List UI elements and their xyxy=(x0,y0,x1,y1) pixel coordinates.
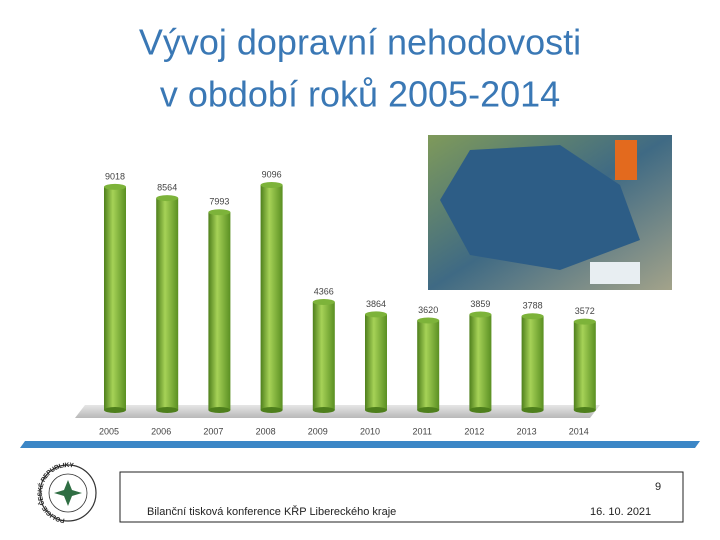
bar-cap xyxy=(469,311,492,318)
bar-base xyxy=(521,407,544,413)
bar-cap xyxy=(312,299,335,306)
value-label: 9096 xyxy=(262,169,282,179)
x-tick-label: 2012 xyxy=(464,426,484,436)
value-label: 3859 xyxy=(470,299,490,309)
bar-cap xyxy=(156,195,179,202)
value-label: 3620 xyxy=(418,305,438,315)
footer-text: Bilanční tisková konference KŘP Libereck… xyxy=(147,505,396,518)
bar-base xyxy=(573,407,596,413)
footer-date: 16. 10. 2021 xyxy=(590,506,651,518)
value-label: 3788 xyxy=(523,301,543,311)
bar xyxy=(469,314,492,410)
footer-box xyxy=(119,471,684,523)
bar-cap xyxy=(104,183,126,190)
bar xyxy=(208,212,231,410)
value-label: 7993 xyxy=(209,197,229,207)
bar-base xyxy=(104,407,126,413)
stripe xyxy=(20,441,700,448)
x-tick-label: 2006 xyxy=(151,426,171,436)
photo xyxy=(428,135,672,290)
bar xyxy=(104,186,126,410)
chart-floor xyxy=(75,405,600,418)
bar-base xyxy=(469,407,492,413)
x-tick-label: 2011 xyxy=(413,426,432,436)
bar xyxy=(521,316,544,410)
value-label: 4366 xyxy=(314,286,334,296)
bar xyxy=(573,321,596,410)
value-label: 9018 xyxy=(105,171,125,181)
bar-base xyxy=(260,407,283,413)
title-line: Vývoj dopravní nehodovosti xyxy=(139,22,581,63)
bar-base xyxy=(156,407,179,413)
bar-base xyxy=(365,407,387,413)
bar-cap xyxy=(573,318,596,325)
bar xyxy=(417,320,440,410)
bar-cap xyxy=(521,313,544,320)
x-tick-label: 2009 xyxy=(308,426,328,436)
x-tick-label: 2007 xyxy=(203,426,223,436)
bar-base xyxy=(312,407,335,413)
x-tick-label: 2013 xyxy=(517,426,537,436)
bar xyxy=(260,185,283,410)
x-tick-label: 2014 xyxy=(569,426,589,436)
page-number: 9 xyxy=(655,481,661,493)
title-line: v období roků 2005-2014 xyxy=(160,74,560,115)
bar-cap xyxy=(208,209,231,216)
logo: POLICIE ČESKÉ REPUBLIKY xyxy=(35,462,97,524)
x-tick-label: 2010 xyxy=(360,426,380,436)
bar-base xyxy=(417,407,440,413)
bar-cap xyxy=(417,317,440,324)
bar-cap xyxy=(260,182,283,188)
bar xyxy=(156,198,179,410)
value-label: 8564 xyxy=(157,183,177,193)
x-tick-label: 2008 xyxy=(256,426,276,436)
bar-base xyxy=(208,407,231,413)
value-label: 3572 xyxy=(575,306,595,316)
bar xyxy=(312,302,335,410)
bar-cap xyxy=(365,311,387,318)
bar xyxy=(365,314,387,410)
value-label: 3864 xyxy=(366,299,386,309)
x-tick-label: 2005 xyxy=(99,426,119,436)
